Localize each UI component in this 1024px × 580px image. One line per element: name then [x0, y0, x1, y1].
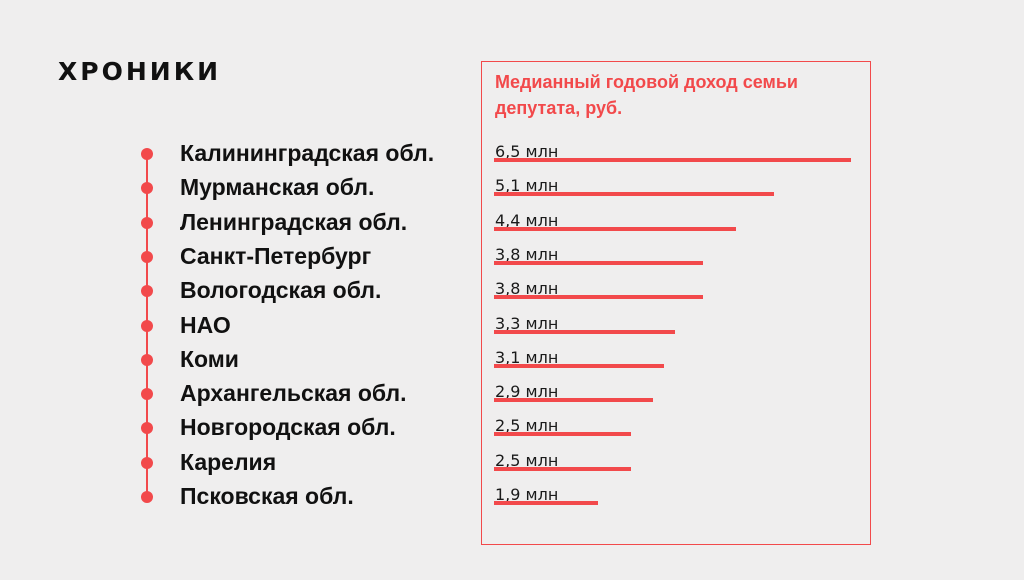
timeline-dot — [141, 285, 153, 298]
region-label: Вологодская обл. — [180, 277, 382, 304]
bar — [494, 501, 598, 505]
value-label: 4,4 млн — [495, 210, 559, 230]
region-label: Коми — [180, 345, 239, 372]
bar — [494, 363, 664, 368]
region-label: Архангельская обл. — [180, 380, 407, 407]
brand-logo: ХРОНИКИ — [58, 57, 222, 86]
timeline-dot — [141, 422, 153, 435]
bar — [494, 192, 774, 197]
timeline-dot — [141, 148, 153, 160]
chart-frame — [481, 61, 871, 545]
region-label: Калининградская обл. — [180, 140, 435, 166]
bar — [494, 260, 703, 265]
region-label: Карелия — [180, 448, 277, 475]
value-label: 6,5 млн — [495, 142, 559, 161]
bar — [494, 398, 653, 403]
region-label: Мурманская обл. — [180, 174, 375, 201]
bar — [494, 466, 631, 471]
value-label: 2,9 млн — [495, 382, 559, 402]
timeline-dot — [141, 182, 153, 195]
timeline-dot — [141, 456, 153, 469]
timeline-dot — [141, 319, 153, 332]
timeline-dot — [141, 353, 153, 366]
region-label: Новгородская обл. — [180, 414, 396, 441]
region-label: Санкт-Петербург — [180, 242, 372, 269]
value-label: 3,8 млн — [495, 244, 559, 264]
bar — [494, 329, 675, 334]
value-label: 3,3 млн — [495, 313, 559, 333]
timeline-dot — [141, 388, 153, 401]
bar — [494, 295, 703, 300]
chart-title: Медианный годовой доход семьи депутата, … — [495, 72, 798, 118]
region-label: НАО — [180, 311, 231, 338]
value-label: 3,8 млн — [495, 279, 559, 299]
value-label: 3,1 млн — [495, 347, 559, 367]
timeline-dot — [141, 216, 153, 229]
region-label: Псковская обл. — [180, 483, 354, 509]
value-label: 1,9 млн — [495, 485, 559, 504]
region-label: Ленинградская обл. — [180, 208, 408, 235]
timeline-dot — [141, 491, 153, 503]
bar — [494, 158, 851, 162]
value-label: 2,5 млн — [495, 450, 559, 470]
bar — [494, 226, 736, 231]
value-label: 5,1 млн — [495, 176, 559, 196]
value-label: 2,5 млн — [495, 416, 559, 436]
bar — [494, 432, 631, 437]
timeline-dot — [141, 250, 153, 263]
